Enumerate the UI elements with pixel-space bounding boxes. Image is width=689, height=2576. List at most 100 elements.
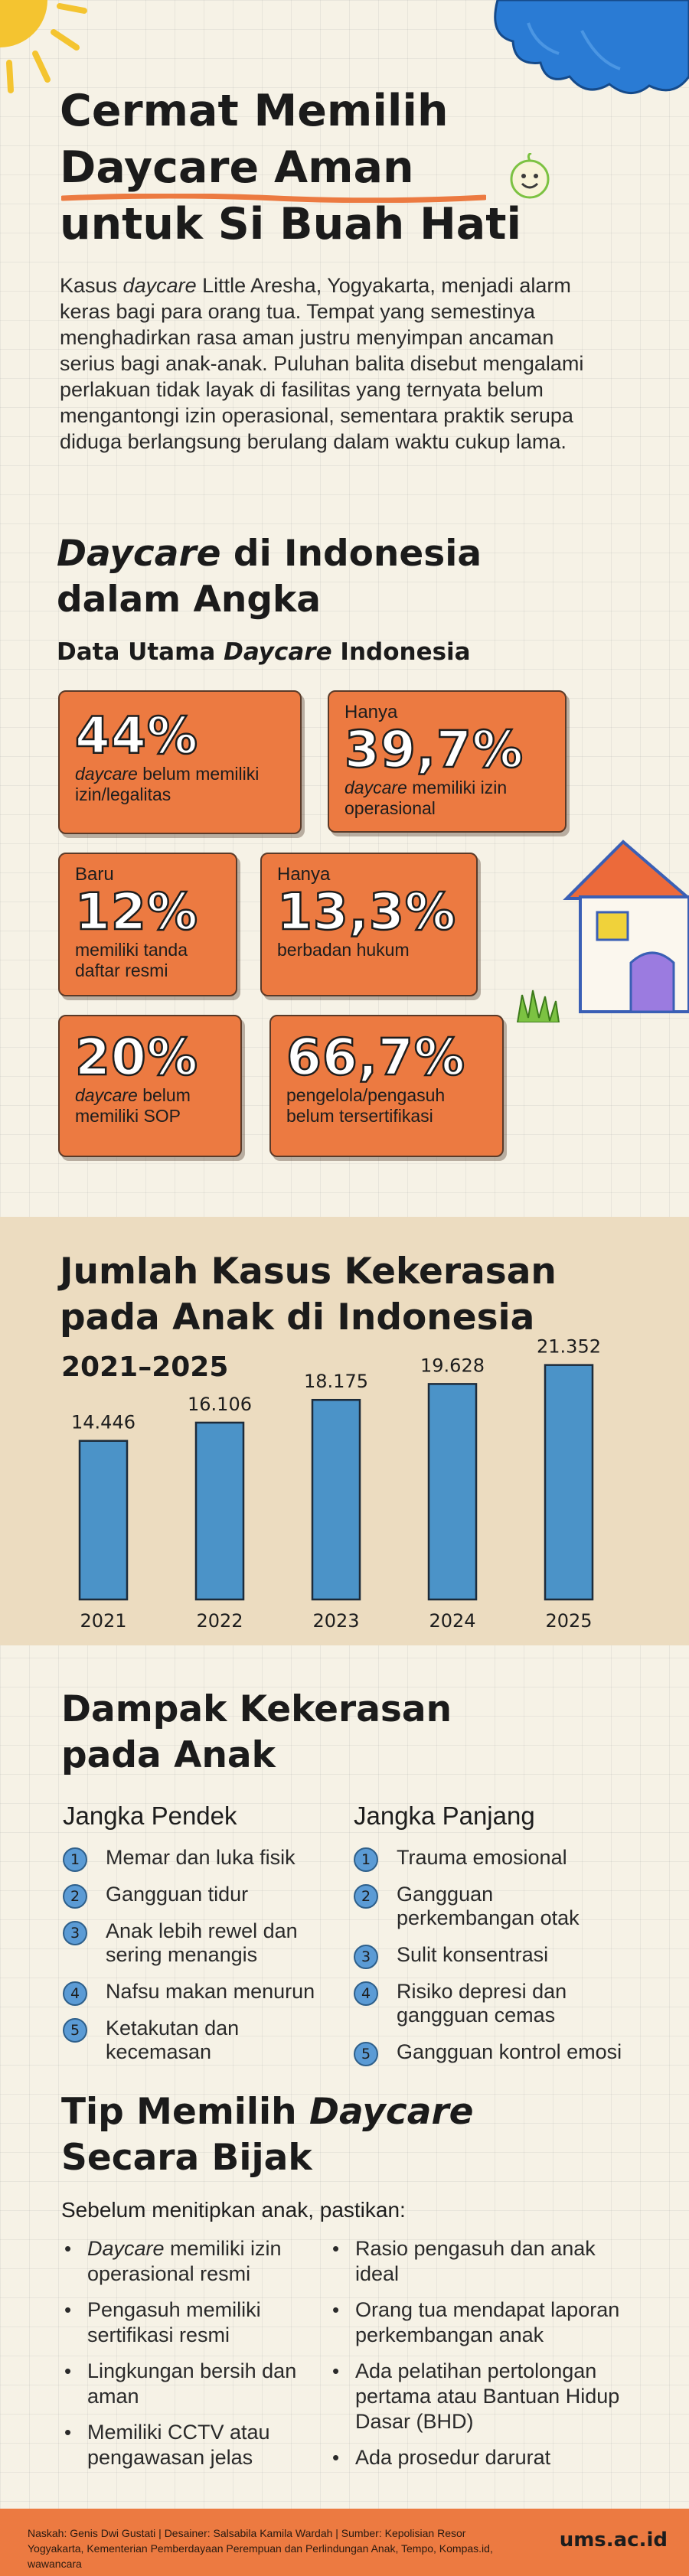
grass-illustration [516,990,560,1022]
title-line-1: Cermat Memilih [60,86,449,136]
intro-paragraph: Kasus daycare Little Aresha, Yogyakarta,… [60,274,584,453]
bar-value-label: 18.175 [304,1371,368,1392]
page-title: Cermat Memilih Daycare Aman untuk Si Bua… [60,83,550,253]
stat-value: 12% [74,882,198,941]
list-item: 3 Anak lebih rewel dan sering menangis [63,1919,346,1967]
number-badge: 4 [63,1981,87,2006]
x-tick-label: 2025 [545,1610,592,1632]
x-tick-label: 2022 [196,1610,243,1632]
number-badge: 2 [63,1884,87,1909]
list-item: 3 Sulit konsentrasi [354,1943,660,1969]
bar-2021 [78,1440,129,1601]
stat-description: daycare belum memiliki izin/legalitas [75,764,260,804]
stats-subtitle: Data Utama Daycare Indonesia [57,638,471,666]
number-badge: 5 [63,2018,87,2043]
tips-list-left: • Daycare memiliki izin operasional resmi… [61,2236,322,2470]
bar-value-label: 14.446 [71,1412,136,1433]
bar-2025 [544,1364,594,1601]
bullet-icon: • [64,2421,72,2444]
bullet-icon: • [332,2446,340,2469]
number-badge: 4 [354,1981,378,2006]
title-line-3: untuk Si Buah Hati [60,199,522,249]
bullet-icon: • [64,2298,72,2321]
bullet-icon: • [332,2298,340,2321]
long-term-title: Jangka Panjang [354,1802,535,1830]
intro-emphasis: daycare [122,274,197,297]
bullet-icon: • [332,2359,340,2382]
bar-chart: 14.446 2021 16.106 2022 18.175 2023 19.628 2024… [71,1336,601,1632]
number-badge: 1 [354,1847,378,1872]
tips-title-emphasis: Daycare [309,2091,474,2133]
stat-card-certification: 66,7% pengelola/pengasuh belum tersertif… [269,1015,504,1157]
stat-description: berbadan hukum [277,940,410,960]
footer-url: ums.ac.id [559,2529,668,2552]
stat-card-sop: 20% daycare belum memiliki SOP [58,1015,242,1157]
list-item: 4 Nafsu makan menurun [63,1980,346,2006]
stat-description: pengelola/pengasuh belum tersertifikasi [286,1085,446,1126]
tips-section-title: Tip Memilih Daycare Secara Bijak [61,2091,474,2179]
stat-value: 66,7% [286,1028,465,1087]
bullet-icon: • [64,2359,72,2382]
number-badge: 3 [63,1921,87,1945]
tips-list-right: • Rasio pengasuh dan anak ideal • Orang tu… [329,2236,651,2470]
list-item: • Pengasuh memiliki sertifikasi resmi [64,2298,261,2346]
list-item: 1 Trauma emosional [354,1846,660,1872]
smiley-face-icon [510,153,550,199]
cloud-illustration [494,0,689,94]
list-item: • Ada pelatihan pertolongan pertama atau … [332,2359,620,2433]
stat-value: 44% [74,706,198,765]
x-tick-label: 2023 [312,1610,359,1632]
stat-card-registration: Baru 12% memiliki tanda daftar resmi [58,853,237,996]
footer: Naskah: Genis Dwi Gustati | Desainer: Sa… [0,2509,689,2576]
short-term-title: Jangka Pendek [63,1802,237,1830]
list-item: 5 Ketakutan dan kecemasan [63,2017,346,2064]
list-item: • Orang tua mendapat laporan perkembangan… [332,2298,620,2346]
list-item: 4 Risiko depresi dan gangguan cemas [354,1980,606,2027]
stat-card-unlicensed: 44% daycare belum memiliki izin/legalita… [58,690,302,834]
stats-title-emphasis: Daycare [57,533,221,575]
bar-2022 [194,1421,245,1601]
list-item: • Ada prosedur darurat [332,2446,551,2469]
bar-value-label: 16.106 [188,1394,252,1415]
stat-description: daycare memiliki izin operasional [344,778,508,818]
stat-value: 13,3% [276,882,456,941]
title-underline [61,194,486,203]
bar-value-label: 19.628 [420,1355,485,1376]
stat-value: 39,7% [344,720,524,779]
chart-period: 2021–2025 [61,1352,229,1383]
list-item: • Lingkungan bersih dan aman [64,2359,297,2408]
stat-value: 20% [74,1028,198,1087]
stat-description: daycare belum memiliki SOP [75,1085,191,1126]
bullet-icon: • [64,2237,72,2260]
bar-2024 [427,1383,478,1601]
stat-card-legal-entity: Hanya 13,3% berbadan hukum [260,853,478,996]
number-badge: 2 [354,1884,378,1909]
stat-prefix: Hanya [344,702,398,722]
sun-illustration [0,0,87,93]
list-item: • Daycare memiliki izin operasional resmi [64,2237,282,2285]
x-tick-label: 2021 [80,1610,126,1632]
number-badge: 3 [354,1945,378,1969]
list-item: 1 Memar dan luka fisik [63,1846,346,1872]
x-tick-label: 2024 [429,1610,475,1632]
bullet-icon: • [332,2237,340,2260]
impact-section-title: Dampak Kekerasan pada Anak [61,1688,452,1776]
chart-section-title: Jumlah Kasus Kekerasan pada Anak di Indo… [60,1251,557,1339]
list-item: 5 Gangguan kontrol emosi [354,2040,660,2066]
list-item: • Rasio pengasuh dan anak ideal [332,2237,596,2285]
bar-2023 [311,1398,361,1601]
tips-intro: Sebelum menitipkan anak, pastikan: [61,2198,406,2222]
bar-value-label: 21.352 [537,1336,601,1358]
list-item: 2 Gangguan perkembangan otak [354,1883,606,1930]
stat-card-licensed: Hanya 39,7% daycare memiliki izin operas… [328,690,567,833]
house-illustration [563,840,689,1013]
stat-prefix: Hanya [277,864,331,885]
stat-description: memiliki tanda daftar resmi [75,940,188,980]
stat-prefix: Baru [75,864,114,885]
long-term-list: 1 Trauma emosional 2 Gangguan perkembangan… [354,1846,660,2066]
footer-credits: Naskah: Genis Dwi Gustati | Desainer: Sa… [28,2527,493,2570]
list-item: • Memiliki CCTV atau pengawasan jelas [64,2421,270,2469]
number-badge: 5 [354,2042,378,2066]
list-item: 2 Gangguan tidur [63,1883,346,1909]
